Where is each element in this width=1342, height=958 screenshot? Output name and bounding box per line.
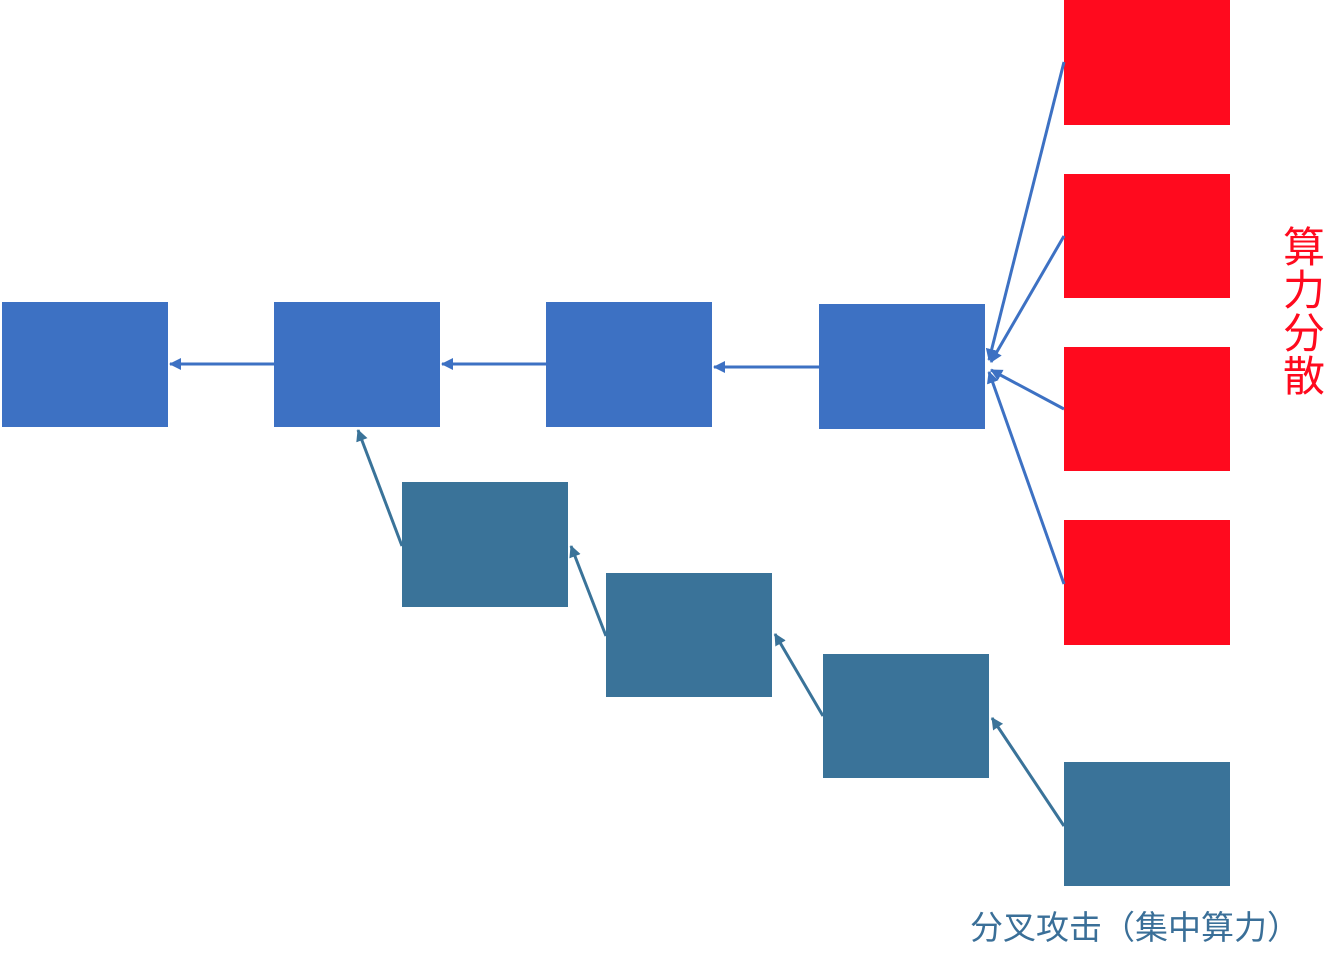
fork-attack-label: 分叉攻击（集中算力） (970, 908, 1300, 947)
scatter-arrow-1 (985, 61, 1066, 361)
scatter-block-2 (1064, 174, 1230, 298)
fork-chain-block-4 (1064, 762, 1230, 886)
scatter-arrow-4 (987, 371, 1066, 585)
main-chain-block-4 (819, 304, 985, 429)
fork-arrow-3-to-2 (773, 633, 825, 717)
scatter-block-1 (1064, 0, 1230, 125)
fork-arrow-4-to-3 (990, 717, 1066, 827)
main-chain-block-3 (546, 302, 712, 427)
main-chain-block-1 (2, 302, 168, 427)
fork-chain-block-1 (402, 482, 568, 607)
scatter-arrow-2 (989, 235, 1066, 363)
main-chain-block-2 (274, 302, 440, 427)
fork-chain-block-2 (606, 573, 772, 697)
scatter-hashpower-label: 算力分散 (1282, 223, 1325, 401)
fork-arrow-1-to-main-2 (356, 429, 404, 547)
fork-chain-block-3 (823, 654, 989, 778)
fork-arrow-2-to-1 (569, 545, 608, 637)
scatter-block-3 (1064, 347, 1230, 471)
scatter-block-4 (1064, 520, 1230, 645)
scatter-arrow-3 (990, 368, 1065, 411)
